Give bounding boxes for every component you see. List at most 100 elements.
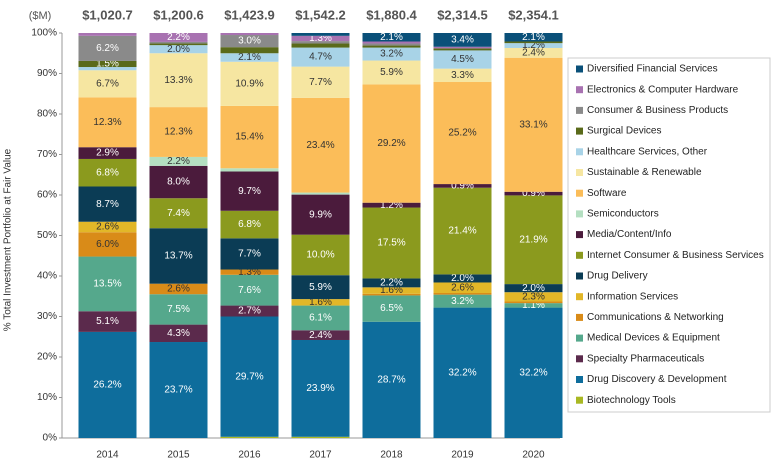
bar-segment bbox=[291, 194, 350, 235]
data-label: 5.9% bbox=[380, 67, 403, 78]
legend-swatch bbox=[576, 65, 583, 73]
bar-segment bbox=[433, 50, 492, 69]
total-label: $1,542.2 bbox=[295, 7, 346, 22]
legend-label: Specialty Pharmaceuticals bbox=[587, 353, 704, 364]
bar-segment bbox=[220, 171, 279, 211]
bar-segment bbox=[149, 33, 208, 42]
legend-label: Communications & Networking bbox=[587, 312, 724, 323]
data-label: 2.6% bbox=[167, 284, 190, 295]
total-label: $1,880.4 bbox=[366, 7, 417, 22]
total-label: $2,354.1 bbox=[508, 7, 559, 22]
bar-segment bbox=[362, 293, 421, 296]
bar-segment bbox=[149, 198, 208, 229]
bar-segment bbox=[504, 301, 563, 304]
data-label: 28.7% bbox=[377, 375, 405, 386]
bar-segment bbox=[149, 45, 208, 54]
data-label: 2.0% bbox=[451, 273, 474, 284]
y-axis-title: % Total Investment Portfolio at Fair Val… bbox=[3, 148, 14, 331]
bar-segment bbox=[433, 48, 492, 51]
data-label: 2.1% bbox=[238, 52, 261, 63]
data-label: 2.7% bbox=[238, 306, 261, 317]
bar-segment bbox=[149, 342, 208, 438]
bar-segment bbox=[78, 97, 137, 148]
bar-segment bbox=[504, 43, 563, 48]
data-label: 3.2% bbox=[380, 49, 403, 60]
data-label: 29.2% bbox=[377, 138, 405, 149]
total-label: $1,423.9 bbox=[224, 7, 275, 22]
y-tick-label: 50% bbox=[37, 230, 57, 241]
bar-segment bbox=[78, 331, 137, 438]
data-label: 13.3% bbox=[164, 75, 192, 86]
bar-segment bbox=[149, 165, 208, 199]
data-label: 7.7% bbox=[309, 77, 332, 88]
bar-segment bbox=[504, 33, 563, 42]
bar-segment bbox=[504, 303, 563, 308]
bar-segment bbox=[433, 282, 492, 294]
legend-label: Healthcare Services, Other bbox=[587, 146, 708, 157]
y-tick-label: 40% bbox=[37, 271, 57, 282]
data-label: 1.5% bbox=[96, 59, 119, 70]
data-label: 9.7% bbox=[238, 186, 261, 197]
data-label: 2.6% bbox=[451, 282, 474, 293]
bar-segment bbox=[78, 60, 137, 68]
legend-label: Internet Consumer & Business Services bbox=[587, 250, 764, 261]
bar-segment bbox=[291, 33, 350, 36]
bar-segment bbox=[504, 191, 563, 196]
data-label: 5.1% bbox=[96, 316, 119, 327]
bar-segment bbox=[220, 305, 279, 317]
bar-segment bbox=[78, 147, 137, 159]
bar-segment bbox=[504, 195, 563, 285]
data-label: 32.2% bbox=[519, 367, 547, 378]
legend-label: Drug Discovery & Development bbox=[587, 374, 727, 385]
data-label: 25.2% bbox=[448, 128, 476, 139]
data-label: 2.6% bbox=[96, 222, 119, 233]
bar-segment bbox=[220, 35, 279, 48]
legend-label: Surgical Devices bbox=[587, 126, 661, 137]
bar-segment bbox=[78, 67, 137, 71]
legend-swatch bbox=[576, 313, 583, 321]
bar-segment bbox=[220, 274, 279, 306]
data-label: 17.5% bbox=[377, 238, 405, 249]
legend-swatch bbox=[576, 396, 583, 404]
data-label: 29.7% bbox=[235, 371, 263, 382]
data-label: 3.4% bbox=[451, 35, 474, 46]
legend-swatch bbox=[576, 334, 583, 342]
data-label: 23.9% bbox=[306, 383, 334, 394]
bar-segment bbox=[220, 33, 279, 36]
legend-label: Software bbox=[587, 188, 627, 199]
legend-swatch bbox=[576, 272, 583, 280]
legend-label: Electronics & Computer Hardware bbox=[587, 84, 739, 95]
data-label: 1.3% bbox=[238, 267, 261, 278]
data-label: 10.0% bbox=[306, 250, 334, 261]
legend-label: Information Services bbox=[587, 291, 678, 302]
bar-segment bbox=[504, 292, 563, 302]
data-label: 10.9% bbox=[235, 78, 263, 89]
bar-segment bbox=[220, 105, 279, 169]
x-tick-label: 2015 bbox=[167, 450, 190, 461]
x-tick-label: 2020 bbox=[522, 450, 545, 461]
bar-segment bbox=[433, 293, 492, 295]
data-label: 9.9% bbox=[309, 209, 332, 220]
data-label: 5.9% bbox=[309, 282, 332, 293]
bar-segment bbox=[362, 33, 421, 42]
legend-swatch bbox=[576, 376, 583, 383]
legend-swatch bbox=[576, 127, 583, 135]
bar-segment bbox=[504, 57, 563, 192]
bar-segment bbox=[433, 187, 492, 275]
total-label: $1,200.6 bbox=[153, 7, 204, 22]
bar-segment bbox=[149, 107, 208, 157]
legend-label: Sustainable & Renewable bbox=[587, 167, 702, 178]
bar-segment bbox=[220, 436, 279, 438]
total-label: $1,020.7 bbox=[82, 7, 133, 22]
data-label: 4.5% bbox=[451, 54, 474, 65]
data-label: 7.5% bbox=[167, 304, 190, 315]
bar-segment bbox=[433, 294, 492, 308]
bar-segment bbox=[220, 168, 279, 172]
bar-segment bbox=[149, 283, 208, 295]
data-label: 6.2% bbox=[96, 43, 119, 54]
data-label: 26.2% bbox=[93, 380, 121, 391]
data-label: 2.2% bbox=[380, 278, 403, 289]
bar-segment bbox=[149, 228, 208, 284]
bar-segment bbox=[78, 158, 137, 187]
data-label: 3.0% bbox=[238, 36, 261, 47]
